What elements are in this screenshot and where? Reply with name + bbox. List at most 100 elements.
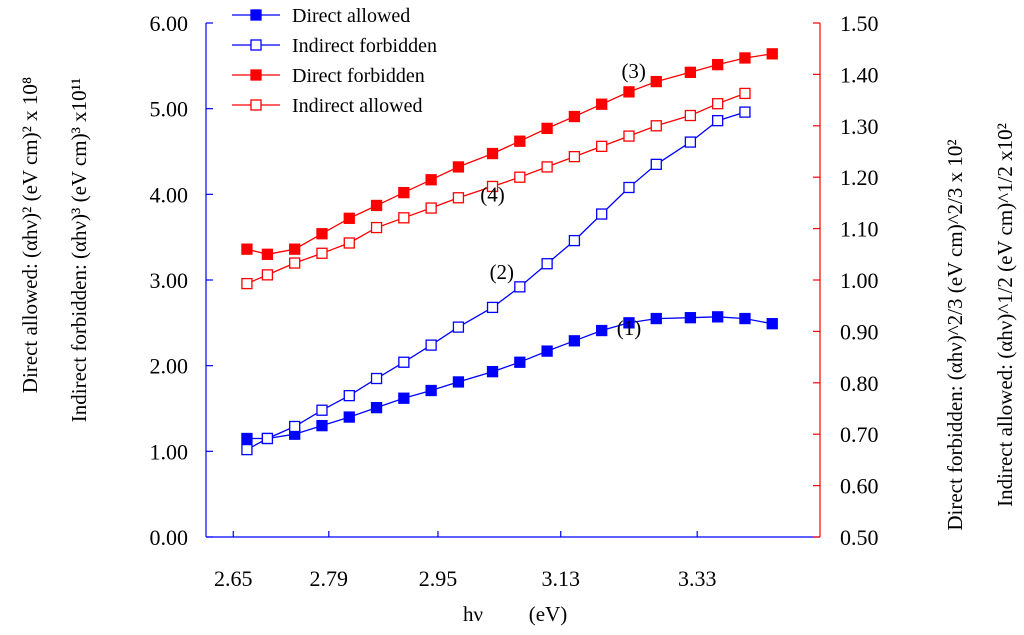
left-tick-label: 4.00 bbox=[150, 182, 189, 207]
data-point-direct-forbidden bbox=[541, 122, 553, 135]
right-tick-label: 1.20 bbox=[840, 165, 879, 190]
legend: Direct allowed Indirect forbidden Direct f… bbox=[232, 5, 437, 117]
data-point-indirect-forbidden bbox=[596, 208, 608, 220]
data-point-indirect-forbidden bbox=[398, 356, 410, 368]
left-axis-title-line2: Indirect forbidden: (αhν)³ (eV cm)³ x10¹… bbox=[67, 78, 91, 422]
series-layer bbox=[241, 48, 778, 456]
series-annotation: (4) bbox=[480, 182, 505, 206]
data-point-indirect-forbidden bbox=[568, 234, 581, 247]
legend-item-indirect-allowed: Indirect allowed bbox=[232, 95, 423, 117]
right-tick-label: 1.40 bbox=[840, 62, 879, 87]
data-point-indirect-forbidden bbox=[486, 301, 499, 314]
data-point-direct-forbidden bbox=[623, 86, 635, 98]
data-point-indirect-forbidden bbox=[452, 321, 465, 333]
data-point-direct-forbidden bbox=[739, 52, 751, 64]
data-point-direct-forbidden bbox=[452, 161, 465, 173]
data-point-direct-allowed bbox=[596, 324, 608, 337]
data-point-direct-allowed bbox=[766, 318, 778, 330]
left-tick-label: 0.00 bbox=[150, 525, 189, 550]
data-point-indirect-allowed bbox=[425, 202, 437, 214]
x-tick-label: 2.95 bbox=[419, 566, 458, 591]
data-point-direct-allowed bbox=[623, 317, 635, 329]
data-point-indirect-allowed bbox=[541, 161, 553, 173]
data-point-direct-forbidden bbox=[684, 66, 697, 78]
data-point-indirect-allowed bbox=[289, 257, 301, 269]
data-point-direct-forbidden bbox=[289, 243, 301, 255]
series-annotation: (1) bbox=[617, 316, 642, 340]
data-point-direct-forbidden bbox=[486, 147, 499, 160]
annotation-layer: (1) (2) (3) (4) bbox=[480, 59, 646, 340]
legend-marker bbox=[250, 9, 262, 21]
data-point-direct-allowed bbox=[712, 311, 724, 323]
data-point-indirect-forbidden bbox=[514, 281, 526, 293]
x-tick-label: 2.79 bbox=[310, 566, 349, 591]
axes: 0.00 1.00 2.00 3.00 4.00 5.00 6.00 0.50 0.60 0.70… bbox=[150, 11, 879, 591]
data-point-indirect-allowed bbox=[650, 120, 662, 132]
data-point-direct-forbidden bbox=[568, 110, 581, 123]
left-axis-title-line1: Direct allowed: (αhν)² (eV cm)² x 10⁸ bbox=[18, 77, 42, 393]
legend-marker bbox=[250, 69, 262, 81]
left-tick-label: 5.00 bbox=[150, 97, 189, 122]
data-point-indirect-allowed bbox=[398, 212, 410, 224]
data-point-indirect-allowed bbox=[623, 130, 635, 142]
data-point-direct-allowed bbox=[568, 335, 581, 347]
data-point-indirect-allowed bbox=[261, 269, 274, 281]
data-point-indirect-allowed bbox=[452, 192, 465, 204]
series-direct-forbidden bbox=[241, 48, 778, 260]
right-tick-label: 1.00 bbox=[840, 268, 879, 293]
x-axis-title-unit: (eV) bbox=[529, 602, 567, 626]
data-point-indirect-allowed bbox=[370, 221, 383, 234]
right-tick-label: 1.50 bbox=[840, 11, 879, 36]
data-point-direct-allowed bbox=[650, 312, 662, 325]
right-tick-label: 0.70 bbox=[840, 422, 879, 447]
data-point-indirect-allowed bbox=[316, 247, 328, 259]
series-indirect-forbidden bbox=[241, 106, 751, 456]
data-point-indirect-allowed bbox=[739, 87, 751, 100]
data-point-direct-forbidden bbox=[398, 186, 410, 199]
legend-marker bbox=[250, 39, 262, 51]
data-point-indirect-forbidden bbox=[739, 106, 751, 118]
data-point-direct-allowed bbox=[398, 392, 410, 404]
legend-item-direct-allowed: Direct allowed bbox=[232, 5, 410, 27]
data-point-direct-allowed bbox=[739, 312, 751, 325]
left-tick-label: 2.00 bbox=[150, 354, 189, 379]
data-point-indirect-allowed bbox=[712, 98, 724, 110]
data-point-indirect-forbidden bbox=[541, 258, 553, 270]
legend-marker bbox=[250, 99, 262, 111]
data-point-indirect-allowed bbox=[343, 237, 355, 249]
data-point-direct-forbidden bbox=[712, 58, 724, 71]
right-tick-label: 0.60 bbox=[840, 474, 879, 499]
legend-label: Direct forbidden bbox=[292, 65, 425, 87]
right-tick-label: 1.10 bbox=[840, 217, 879, 242]
data-point-indirect-forbidden bbox=[261, 432, 274, 445]
data-point-direct-allowed bbox=[684, 312, 697, 324]
data-point-direct-forbidden bbox=[766, 48, 778, 60]
data-point-direct-allowed bbox=[452, 376, 465, 388]
data-point-indirect-allowed bbox=[514, 171, 526, 183]
data-point-direct-allowed bbox=[425, 384, 437, 397]
data-point-indirect-forbidden bbox=[425, 339, 437, 351]
right-tick-label: 0.50 bbox=[840, 525, 879, 550]
right-axis-title-line1: Direct forbidden: (αhν)^2/3 (eV cm)^2/3 … bbox=[943, 139, 967, 530]
x-axis-title-symbol: hν bbox=[463, 602, 483, 626]
data-point-indirect-allowed bbox=[684, 109, 697, 122]
series-annotation: (3) bbox=[621, 59, 646, 83]
data-point-direct-forbidden bbox=[343, 212, 355, 224]
data-point-direct-forbidden bbox=[650, 75, 662, 88]
data-point-direct-forbidden bbox=[316, 228, 328, 240]
data-point-direct-allowed bbox=[486, 366, 499, 378]
data-point-direct-forbidden bbox=[241, 243, 253, 255]
data-point-indirect-forbidden bbox=[370, 372, 383, 385]
data-point-direct-allowed bbox=[370, 401, 383, 414]
data-point-direct-forbidden bbox=[370, 199, 383, 212]
legend-item-direct-forbidden: Direct forbidden bbox=[232, 65, 425, 87]
right-tick-label: 1.30 bbox=[840, 114, 879, 139]
data-point-direct-forbidden bbox=[514, 135, 526, 147]
data-point-indirect-forbidden bbox=[684, 136, 697, 148]
legend-label: Indirect forbidden bbox=[292, 35, 437, 57]
data-point-indirect-forbidden bbox=[623, 181, 635, 194]
x-tick-label: 2.65 bbox=[214, 566, 253, 591]
series-indirect-allowed bbox=[241, 87, 751, 290]
series-direct-allowed bbox=[241, 311, 778, 445]
x-tick-label: 3.13 bbox=[542, 566, 581, 591]
